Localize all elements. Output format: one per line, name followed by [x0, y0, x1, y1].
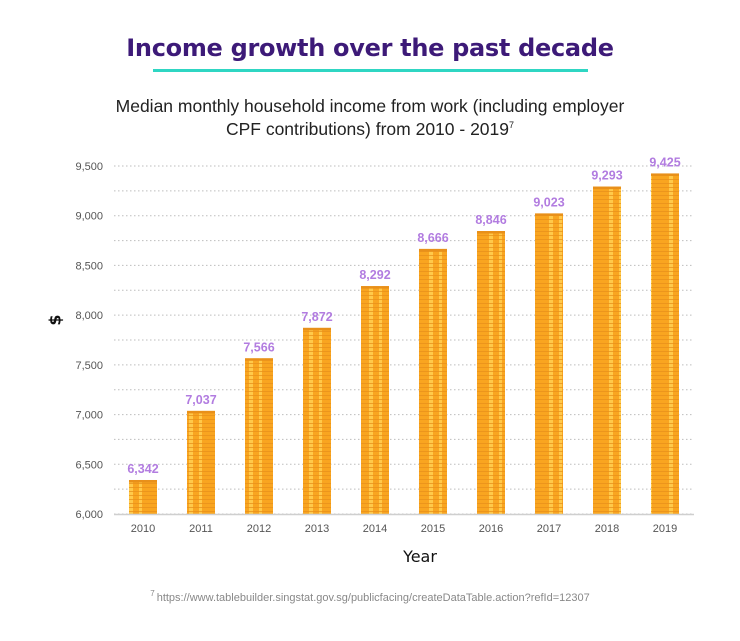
- subtitle-line-1: Median monthly household income from wor…: [115, 96, 625, 116]
- bars: [129, 173, 679, 514]
- bar: [187, 410, 215, 514]
- bar: [477, 231, 505, 514]
- bar: [303, 327, 331, 514]
- source-footnote: 7 https://www.tablebuilder.singstat.gov.s…: [0, 589, 740, 604]
- x-tick-label: 2015: [421, 523, 445, 535]
- bar: [245, 358, 273, 514]
- y-tick-label: 8,500: [75, 260, 103, 272]
- subtitle-line-2: CPF contributions) from 2010 - 2019: [225, 119, 510, 139]
- data-label: 7,872: [301, 310, 332, 324]
- x-tick-label: 2013: [305, 523, 329, 535]
- x-tick-label: 2017: [537, 523, 561, 535]
- title-underline: [153, 69, 588, 72]
- x-tick-label: 2010: [131, 523, 155, 535]
- y-axis-title: $: [46, 314, 65, 325]
- footnote-url: https://www.tablebuilder.singstat.gov.sg…: [156, 592, 590, 604]
- bar: [361, 286, 389, 514]
- x-tick-label: 2018: [595, 523, 619, 535]
- x-tick-label: 2019: [653, 523, 677, 535]
- x-axis-title: Year: [402, 547, 437, 566]
- bar: [651, 173, 679, 514]
- data-label: 8,846: [475, 213, 506, 227]
- data-label: 9,023: [533, 195, 564, 209]
- data-label: 7,037: [185, 393, 216, 407]
- y-tick-label: 9,000: [75, 211, 103, 223]
- data-label: 7,566: [243, 340, 274, 354]
- data-label: 6,342: [127, 462, 158, 476]
- bar: [419, 248, 447, 514]
- x-tick-label: 2016: [479, 523, 503, 535]
- subtitle-footnote-mark: 7: [509, 120, 515, 131]
- x-tick-label: 2011: [189, 523, 213, 535]
- data-label: 8,666: [417, 231, 448, 245]
- data-label: 9,425: [649, 155, 680, 169]
- data-labels: 6,342 7,037 7,566 7,872 8,292 8,666 8,846 9,023…: [127, 155, 680, 476]
- x-tick-label: 2014: [363, 523, 387, 535]
- bar: [535, 213, 563, 514]
- x-tick-label: 2012: [247, 523, 271, 535]
- y-tick-label: 6,500: [75, 459, 103, 471]
- y-axis-ticks: 6,000 6,500 7,000 7,500 8,000 8,500 9,000 9,500: [75, 161, 103, 521]
- y-tick-label: 8,000: [75, 310, 103, 322]
- y-tick-label: 7,000: [75, 410, 103, 422]
- chart-title: Income growth over the past decade: [126, 34, 614, 62]
- y-tick-label: 9,500: [75, 161, 103, 173]
- y-tick-label: 7,500: [75, 360, 103, 372]
- bar: [593, 186, 621, 514]
- y-tick-label: 6,000: [75, 509, 103, 521]
- data-label: 9,293: [591, 169, 622, 183]
- x-axis-ticks: 2010 2011 2012 2013 2014 2015 2016 2017 2018 2019: [131, 523, 677, 535]
- footnote-mark: 7: [150, 589, 155, 599]
- data-label: 8,292: [359, 268, 390, 282]
- chart-subtitle: Median monthly household income from wor…: [0, 95, 740, 141]
- bar: [129, 479, 157, 514]
